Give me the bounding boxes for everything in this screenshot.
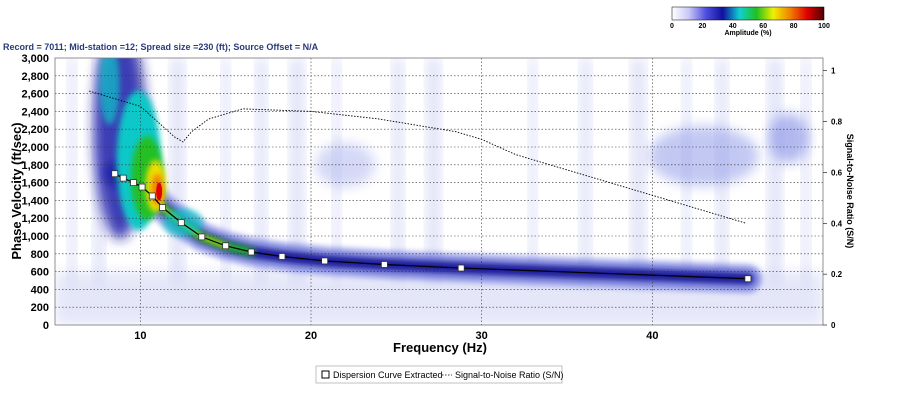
legend: Dispersion Curve Extracted Signal-to-Noi… (315, 365, 564, 384)
dispersion-point (198, 233, 206, 241)
amplitude-streak (255, 58, 267, 285)
y2-tick-label: 0.4 (831, 219, 843, 228)
dispersion-point (119, 174, 127, 182)
dispersion-point (148, 192, 156, 200)
x-tick-label: 20 (305, 330, 317, 342)
y-axis-ticks: 0 200 400 600 800 1,000 1,200 1,400 1,600 1,800 2,… (21, 53, 49, 332)
x-axis-title: Frequency (Hz) (393, 340, 487, 355)
legend-marker-dispersion (321, 370, 330, 379)
colorbar-tick-label: 0 (670, 23, 674, 30)
x-tick-label: 30 (476, 330, 488, 342)
snr-line (89, 90, 747, 224)
y-tick-label: 3,000 (21, 53, 49, 65)
amplitude-streak (392, 58, 404, 285)
colorbar-tick-label: 100 (818, 23, 830, 30)
colorbar-tick-label: 60 (759, 23, 767, 30)
amplitude-streak (68, 58, 77, 285)
amplitude-streak (801, 58, 810, 285)
snr-layer (89, 90, 747, 224)
legend-box (315, 365, 563, 384)
y-tick-label: 2,200 (21, 124, 49, 136)
x-tick-label: 10 (134, 330, 146, 342)
legend-label-snr: Signal-to-Noise Ratio (S/N) (455, 370, 564, 380)
amplitude-streak (289, 58, 304, 285)
y-tick-label: 800 (31, 249, 49, 261)
amplitude-streak (170, 58, 185, 285)
dispersion-point (321, 257, 329, 265)
colorbar-label: Amplitude (%) (724, 30, 771, 37)
amplitude-streak (580, 58, 592, 285)
y-tick-label: 600 (31, 267, 49, 279)
amplitude-streak (426, 58, 441, 285)
chart-subtitle: Record = 7011; Mid-station =12; Spread s… (3, 42, 319, 52)
plot-area (54, 57, 824, 326)
y-tick-label: 1,400 (21, 195, 49, 207)
dispersion-point (457, 264, 465, 272)
amplitude-streak (221, 58, 230, 285)
y2-tick-label: 0.6 (831, 168, 843, 177)
amplitude-plume-top (99, 58, 120, 125)
y-tick-label: 1,200 (21, 213, 49, 225)
dispersion-layer (111, 170, 752, 283)
y-tick-label: 400 (31, 284, 49, 296)
grid (55, 58, 823, 325)
colorbar-ticks: 0 20 40 60 80 100 (670, 23, 830, 30)
y-tick-label: 1,600 (21, 178, 49, 190)
colorbar-tick-label: 40 (729, 23, 737, 30)
dispersion-point (247, 248, 255, 256)
dispersion-point (111, 170, 119, 178)
plot-frame (54, 57, 824, 326)
amplitude-streak (767, 58, 782, 285)
y2-tick-label: 0.8 (831, 118, 843, 127)
colorbar-tick-label: 20 (699, 23, 707, 30)
dispersion-point (138, 183, 146, 191)
dispersion-point (380, 261, 388, 268)
y-tick-label: 200 (31, 302, 49, 314)
x-tick-label: 40 (646, 330, 658, 342)
y-tick-label: 2,400 (21, 106, 49, 118)
y-tick-label: 2,600 (21, 89, 49, 101)
amplitude-peak (156, 182, 163, 201)
y2-tick-label: 0 (831, 321, 836, 330)
colorbar-bar (671, 6, 825, 21)
dispersion-point (222, 242, 230, 250)
y-tick-label: 1,800 (21, 160, 49, 172)
y2-axis-ticks: 0 0.2 0.4 0.6 0.8 1 (823, 67, 843, 330)
dispersion-point (159, 204, 166, 211)
y2-axis-title: Signal-to-Noise Ratio (S/N) (845, 134, 855, 249)
dispersion-point (177, 219, 185, 227)
y-axis-title: Phase Velocity (ft/sec) (9, 122, 24, 259)
amplitude-streak (528, 58, 537, 285)
y-tick-label: 2,800 (21, 71, 49, 83)
y-tick-label: 2,000 (21, 142, 49, 154)
amplitude-blob (648, 125, 759, 186)
amplitude-blob (768, 113, 809, 164)
y-tick-label: 1,000 (21, 231, 49, 243)
y2-tick-label: 1 (831, 67, 836, 76)
legend-label-dispersion: Dispersion Curve Extracted (333, 370, 443, 380)
x-axis-ticks: 10 20 30 40 (134, 330, 658, 342)
dispersion-point (130, 179, 137, 187)
dispersion-point (278, 253, 286, 260)
y-tick-label: 0 (43, 320, 49, 332)
amplitude-blob (315, 142, 376, 187)
colorbar: 0 20 40 60 80 100 Amplitude (%) (670, 6, 830, 37)
y2-tick-label: 0.2 (831, 270, 843, 279)
dispersion-point (744, 275, 752, 283)
colorbar-tick-label: 80 (790, 23, 798, 30)
amplitude-streak (631, 58, 646, 285)
